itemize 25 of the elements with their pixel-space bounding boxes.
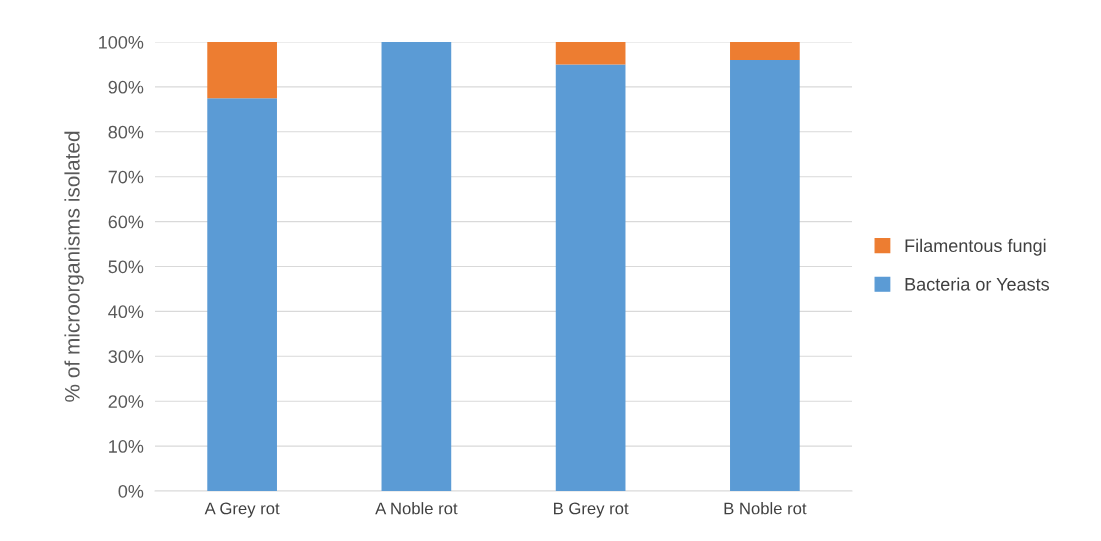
bar (555, 64, 626, 491)
x-tick-label: B Noble rot (724, 502, 807, 515)
legend-label: Bacteria or Yeasts (905, 277, 1050, 291)
bar (207, 42, 277, 99)
x-tick-label: A Noble rot (375, 502, 458, 515)
y-tick-label: 70% (108, 170, 144, 184)
x-tick-label: B Grey rot (554, 502, 629, 518)
bar (381, 42, 452, 491)
bar (730, 59, 800, 491)
y-tick-label: 20% (108, 395, 144, 408)
y-tick-label: 50% (108, 260, 144, 274)
y-tick-label: 30% (108, 350, 144, 364)
y-tick-label: 10% (109, 440, 144, 453)
y-tick-label: 60% (108, 215, 144, 229)
y-tick-label: 90% (108, 80, 144, 94)
y-tick-label: 0% (118, 484, 144, 498)
y-tick-label: 80% (108, 125, 144, 139)
bar (730, 42, 800, 60)
y-tick-label: 100% (99, 35, 144, 49)
x-tick-label: A Grey rot (204, 502, 280, 518)
bar (207, 98, 277, 491)
y-tick-label: 40% (108, 305, 144, 319)
y-axis-title: % of microorganisms isolated (64, 131, 84, 402)
bar (555, 42, 626, 65)
legend-label: Filamentous fungi (905, 238, 1046, 256)
